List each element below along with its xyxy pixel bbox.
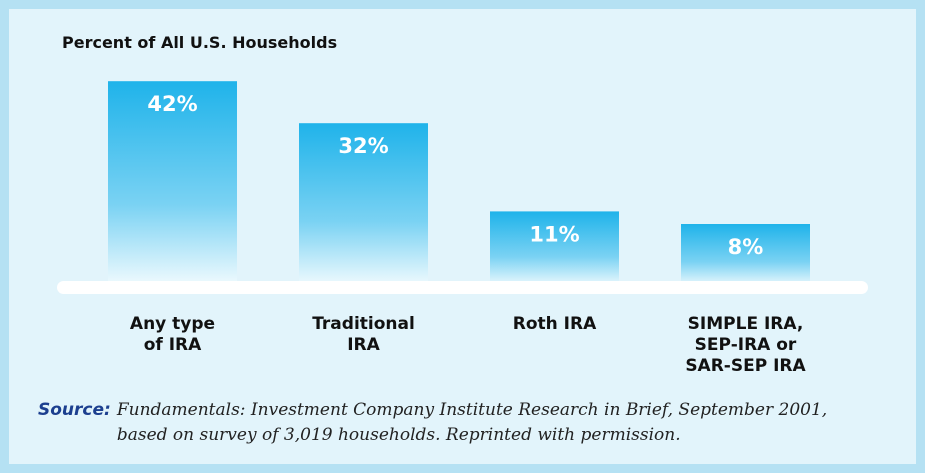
baseline xyxy=(57,281,868,294)
bar xyxy=(108,81,237,287)
x-tick-label: SIMPLE IRA, SEP-IRA or SAR-SEP IRA xyxy=(685,314,806,376)
value-label: 32% xyxy=(338,134,388,158)
source-text: Fundamentals: Investment Company Institu… xyxy=(116,400,828,445)
value-label: 8% xyxy=(728,235,764,259)
source-label: Source: xyxy=(38,400,111,420)
bar xyxy=(490,211,619,287)
bar xyxy=(681,224,810,287)
source-note: Source: Fundamentals: Investment Company… xyxy=(38,398,827,448)
value-label: 11% xyxy=(529,222,579,246)
x-tick-label: Any type of IRA xyxy=(129,314,216,355)
x-tick-label: Roth IRA xyxy=(512,314,597,334)
x-tick-label: Traditional IRA xyxy=(312,314,415,355)
chart-title: Percent of All U.S. Households xyxy=(62,33,338,52)
value-label: 42% xyxy=(147,92,197,116)
bar xyxy=(299,123,428,287)
